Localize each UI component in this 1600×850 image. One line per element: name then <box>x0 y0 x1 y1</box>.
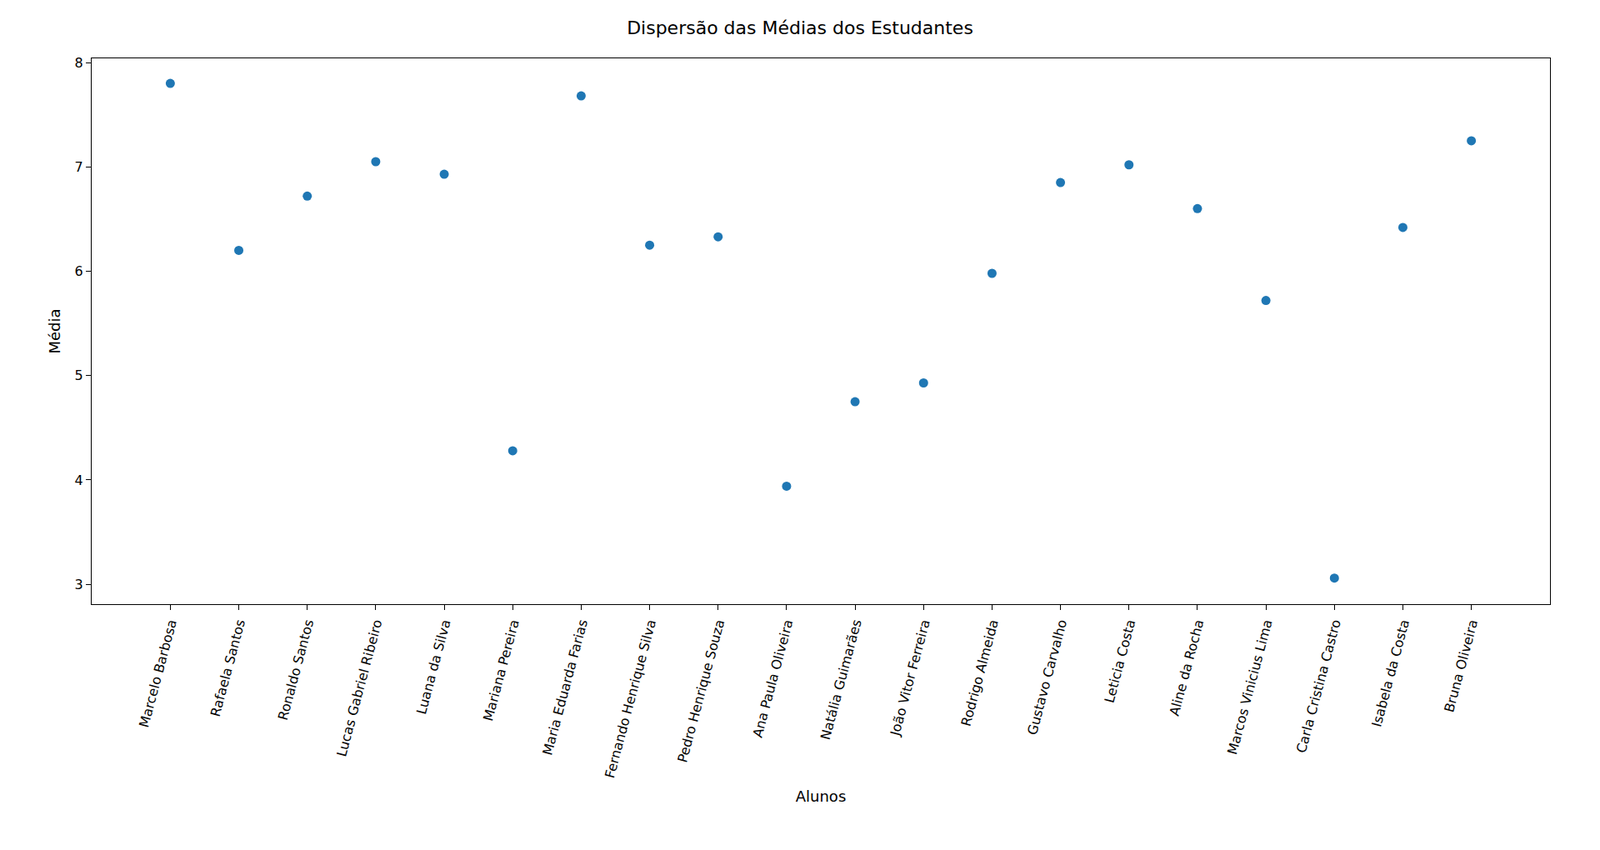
svg-text:Mariana Pereira: Mariana Pereira <box>480 617 523 723</box>
svg-text:Natália Guimarães: Natália Guimarães <box>817 617 865 741</box>
svg-text:Lucas Gabriel Ribeiro: Lucas Gabriel Ribeiro <box>333 617 385 759</box>
svg-text:Dispersão das Médias dos Estud: Dispersão das Médias dos Estudantes <box>626 17 974 39</box>
svg-text:3: 3 <box>75 576 84 593</box>
svg-text:Leticia Costa: Leticia Costa <box>1100 617 1139 705</box>
svg-text:Maria Eduarda Farias: Maria Eduarda Farias <box>539 617 591 757</box>
svg-text:Aline da Rocha: Aline da Rocha <box>1165 617 1207 718</box>
svg-text:Marcelo Barbosa: Marcelo Barbosa <box>135 617 180 730</box>
svg-text:Gustavo Carvalho: Gustavo Carvalho <box>1024 617 1070 737</box>
svg-text:Marcos Vinicius Lima: Marcos Vinicius Lima <box>1224 617 1276 756</box>
svg-text:Ana Paula Oliveira: Ana Paula Oliveira <box>749 617 796 740</box>
svg-text:João Vitor Ferreira: João Vitor Ferreira <box>886 617 934 738</box>
svg-text:Bruna Oliveira: Bruna Oliveira <box>1440 617 1481 714</box>
svg-text:8: 8 <box>75 55 84 71</box>
svg-text:4: 4 <box>75 472 84 489</box>
svg-text:Fernando Henrique Silva: Fernando Henrique Silva <box>601 617 660 780</box>
svg-text:Luana da Silva: Luana da Silva <box>413 617 455 716</box>
svg-text:Pedro Henrique Souza: Pedro Henrique Souza <box>674 617 728 765</box>
svg-text:Alunos: Alunos <box>795 787 847 805</box>
svg-text:Carla Cristina Castro: Carla Cristina Castro <box>1293 617 1345 755</box>
svg-text:Isabela da Costa: Isabela da Costa <box>1368 617 1413 729</box>
svg-text:7: 7 <box>75 159 84 175</box>
svg-text:6: 6 <box>75 263 84 280</box>
svg-text:Rodrigo Almeida: Rodrigo Almeida <box>958 617 1002 728</box>
svg-text:Média: Média <box>45 308 64 354</box>
svg-text:Ronaldo Santos: Ronaldo Santos <box>275 617 317 722</box>
svg-text:5: 5 <box>75 367 84 384</box>
svg-text:Rafaela Santos: Rafaela Santos <box>207 617 249 719</box>
